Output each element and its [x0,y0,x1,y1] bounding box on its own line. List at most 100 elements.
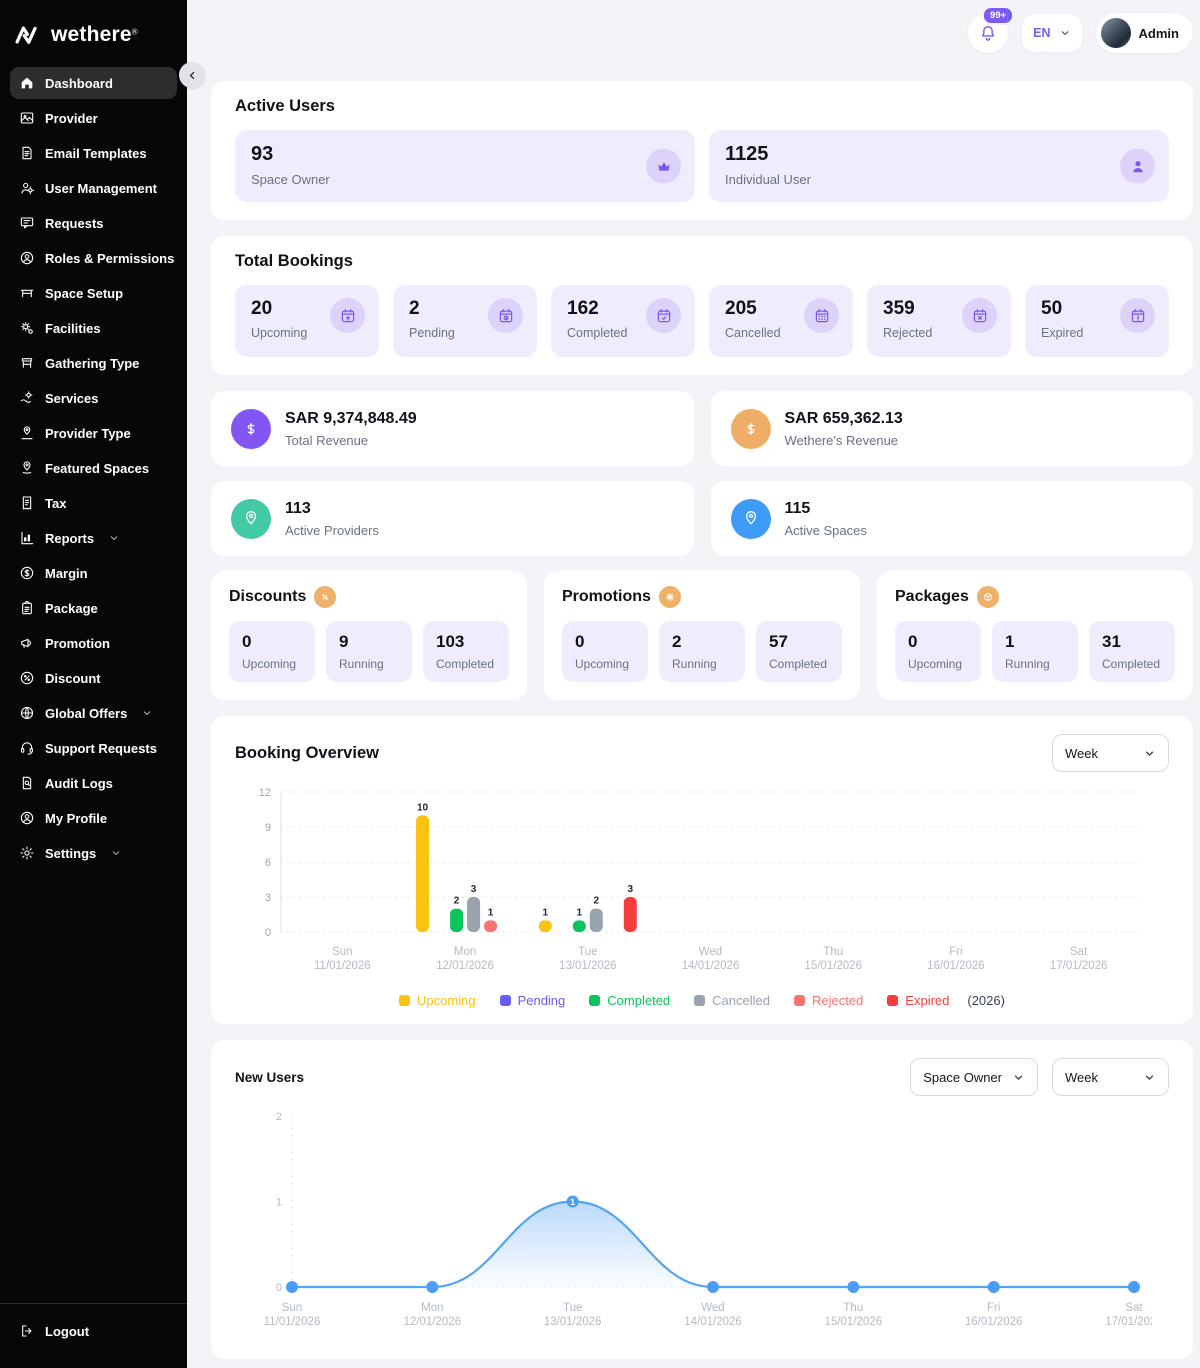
promotions-tile-completed: 57 Completed [756,621,842,682]
tile-label: Expired [1041,326,1084,340]
svg-text:Thu: Thu [823,946,843,958]
sidebar-item-discount[interactable]: Discount [10,662,177,694]
sidebar-item-margin[interactable]: Margin [10,557,177,589]
percent-badge-icon-circle [314,586,337,608]
sidebar-collapse-button[interactable] [179,62,205,88]
promotion-icon [21,638,31,649]
sidebar-item-package[interactable]: Package [10,592,177,624]
new-users-period-select[interactable]: Week [1052,1058,1169,1096]
sidebar-item-space-setup[interactable]: Space Setup [10,277,177,309]
chevron-down-icon [1145,1074,1154,1080]
sidebar-item-promotion[interactable]: Promotion [10,627,177,659]
svg-text:Wed: Wed [701,1302,724,1314]
sidebar-item-provider[interactable]: Provider [10,102,177,134]
svg-text:3: 3 [265,892,271,904]
legend-item-cancelled[interactable]: Cancelled [694,993,770,1008]
booking-period-value: Week [1065,745,1098,761]
sidebar-item-support-requests[interactable]: Support Requests [10,732,177,764]
promotions-tile-upcoming: 0 Upcoming [562,621,648,682]
promo-row: Discounts 0 Upcoming 9 Running 103 Completed Pr… [211,571,1193,700]
sidebar-item-label: Settings [45,845,97,861]
sidebar-item-requests[interactable]: Requests [10,207,177,239]
chevron-down-icon [1145,750,1154,756]
legend-item-rejected[interactable]: Rejected [793,993,863,1008]
legend-label: Expired [905,993,950,1008]
percent-badge-icon [322,594,329,600]
sidebar-item-label: Global Offers [45,705,128,721]
logout-button[interactable]: Logout [10,1315,177,1347]
tile-value: 0 [575,632,585,651]
dollar-icon [247,422,255,435]
provider-icon [20,112,34,124]
home-icon [21,77,33,89]
user-menu[interactable]: Admin [1095,13,1193,53]
tile-label: Completed [769,657,828,671]
tile-value: 50 [1041,298,1063,319]
margin-icon [20,566,34,580]
sidebar-item-label: Gathering Type [45,355,140,371]
stat-tile-rejected: 359 Rejected [867,285,1011,357]
summary-value: SAR 659,362.13 [784,409,903,427]
sidebar-item-label: Facilities [45,320,101,336]
summary-value: 113 [285,499,311,517]
sidebar-item-facilities[interactable]: Facilities [10,312,177,344]
legend-item-upcoming[interactable]: Upcoming [399,993,476,1008]
svg-text:14/01/2026: 14/01/2026 [684,1316,742,1328]
audit-logs-icon [22,776,32,790]
topbar: 99+ EN Admin [211,6,1193,54]
sidebar-item-my-profile[interactable]: My Profile [10,802,177,834]
summary-label: Active Providers [285,522,379,538]
sidebar-item-services[interactable]: Services [10,382,177,414]
svg-text:16/01/2026: 16/01/2026 [965,1316,1023,1328]
featured-spaces-icon [22,461,32,474]
services-icon [20,391,33,403]
facilities-icon [21,322,33,334]
sidebar-item-email-templates[interactable]: Email Templates [10,137,177,169]
active-users-card: Active Users 93 Space Owner 1125 Individual… [211,81,1193,220]
svg-text:1: 1 [488,907,494,918]
packages-tile-running: 1 Running [992,621,1078,682]
discounts-tile-running: 9 Running [326,621,412,682]
new-users-title: New Users [235,1069,305,1085]
tile-icon-circle [646,148,681,184]
sidebar-item-label: Support Requests [45,740,157,756]
legend-swatch [589,995,601,1006]
tile-label: Space Owner [251,172,330,187]
sidebar-item-label: Tax [45,495,67,511]
sidebar-item-roles-permissions[interactable]: Roles & Permissions [10,242,177,274]
brand-trademark: ® [131,27,138,37]
language-selector[interactable]: EN [1022,14,1082,52]
calendar-clock-icon [499,308,512,322]
user-type-select[interactable]: Space Owner [910,1058,1038,1096]
sidebar-item-dashboard[interactable]: Dashboard [10,67,177,99]
tile-icon-circle [1120,148,1155,184]
tile-label: Completed [567,326,628,340]
svg-text:17/01/2026: 17/01/2026 [1050,960,1108,972]
sidebar-item-tax[interactable]: Tax [10,487,177,519]
legend-item-completed[interactable]: Completed [589,993,670,1008]
sidebar-item-label: Discount [45,670,101,686]
sidebar-item-settings[interactable]: Settings [10,837,177,869]
sidebar-item-gathering-type[interactable]: Gathering Type [10,347,177,379]
section-title: Packages [895,588,969,605]
notifications-button[interactable]: 99+ [968,6,1015,53]
booking-overview-title: Booking Overview [235,743,379,762]
sidebar-item-user-management[interactable]: User Management [10,172,177,204]
stat-tile-space-owner: 93 Space Owner [235,130,695,202]
summary-card-active-spaces: 115 Active Spaces [710,481,1193,556]
sidebar-item-featured-spaces[interactable]: Featured Spaces [10,452,177,484]
legend-item-pending[interactable]: Pending [499,993,565,1008]
wethere-logo-icon [15,26,37,44]
tile-value: 9 [339,632,349,651]
sidebar-item-label: Margin [45,565,88,581]
sidebar-item-global-offers[interactable]: Global Offers [10,697,177,729]
summary-card-wethere-s-revenue: SAR 659,362.13 Wethere's Revenue [710,391,1193,466]
sidebar-item-provider-type[interactable]: Provider Type [10,417,177,449]
sidebar-item-reports[interactable]: Reports [10,522,177,554]
booking-period-select[interactable]: Week [1052,734,1169,772]
sidebar-item-audit-logs[interactable]: Audit Logs [10,767,177,799]
legend-item-expired[interactable]: Expired [887,993,949,1008]
notification-badge: 99+ [982,6,1015,25]
user-name: Admin [1138,25,1179,41]
tile-value: 0 [242,632,252,651]
